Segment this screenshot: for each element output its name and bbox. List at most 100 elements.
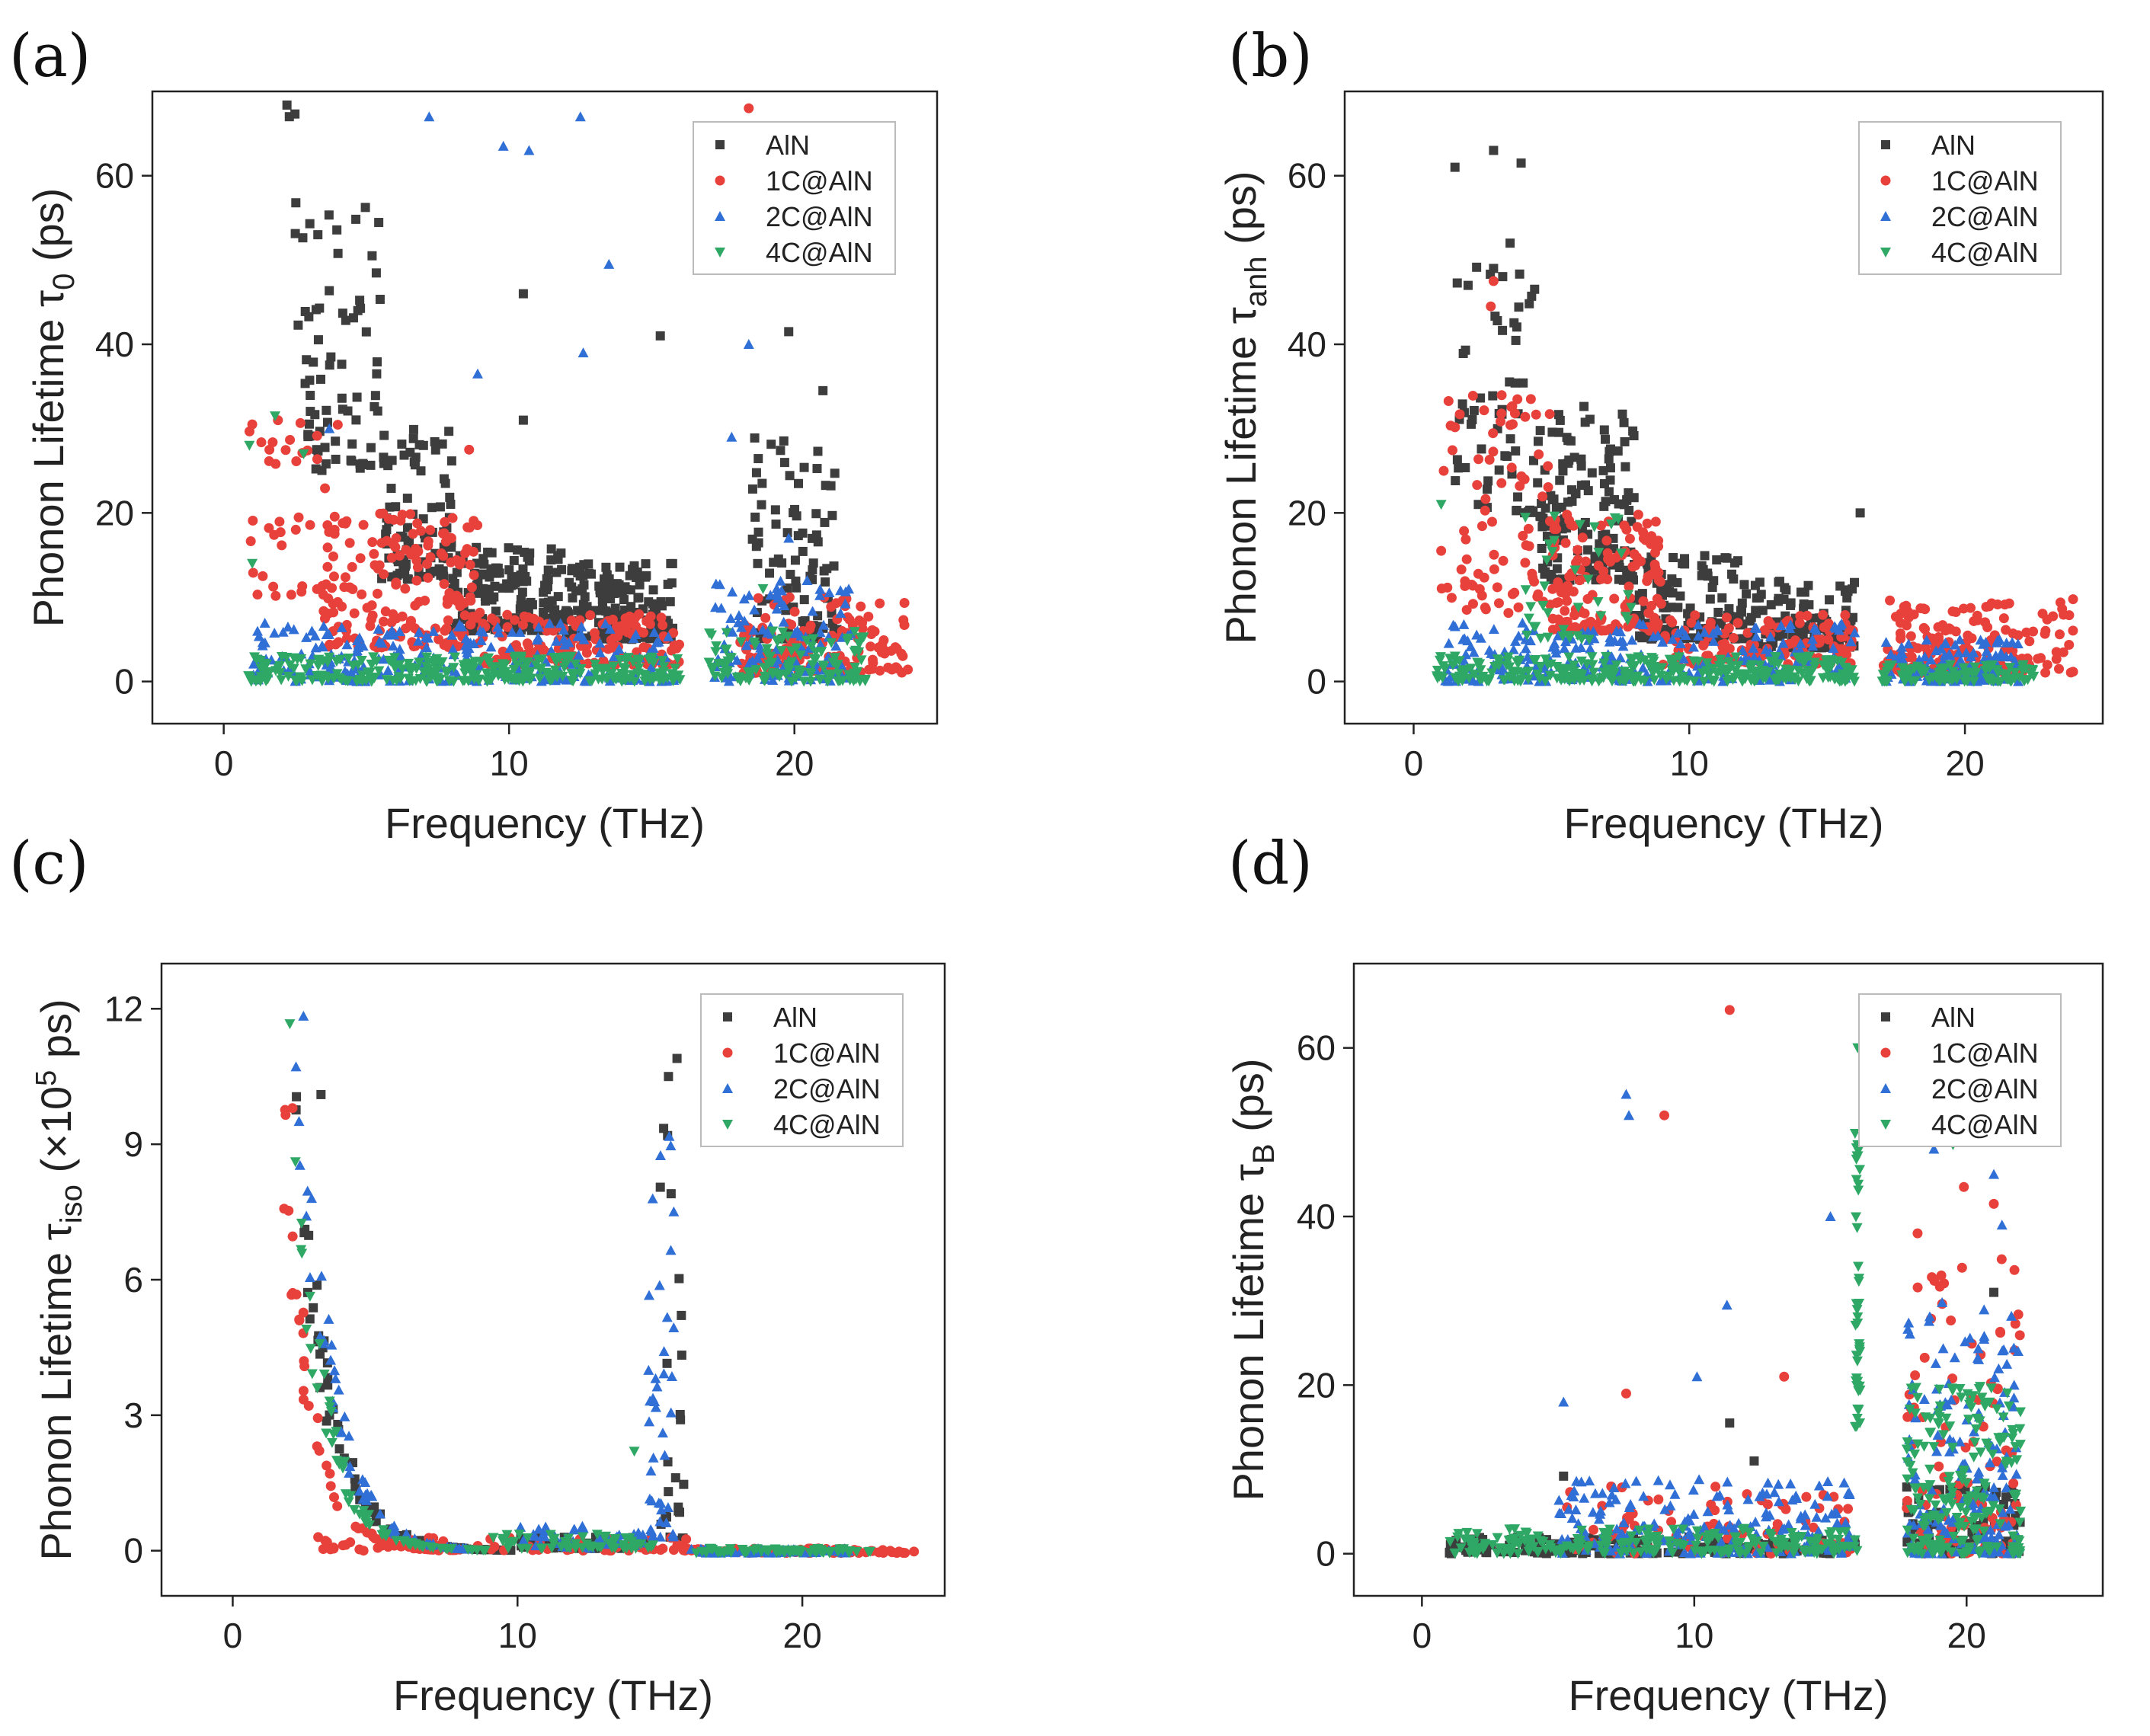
- data-point: [1760, 644, 1771, 654]
- data-point: [418, 440, 428, 450]
- data-point: [1614, 636, 1626, 647]
- data-point: [599, 1533, 610, 1543]
- data-point: [597, 674, 608, 685]
- data-point: [1619, 417, 1629, 427]
- data-point: [1748, 651, 1760, 662]
- data-point: [1668, 588, 1678, 598]
- data-point: [326, 1339, 338, 1350]
- data-point: [1500, 451, 1510, 461]
- data-point: [445, 492, 455, 502]
- data-point: [1506, 462, 1517, 473]
- data-point: [1643, 608, 1654, 619]
- data-point: [633, 593, 643, 603]
- data-point: [279, 1204, 290, 1214]
- data-point: [391, 580, 402, 590]
- data-point: [1599, 425, 1609, 435]
- data-point: [648, 627, 660, 638]
- data-point: [376, 538, 387, 548]
- data-point: [1672, 577, 1682, 587]
- data-point: [321, 1428, 332, 1439]
- data-point: [290, 229, 300, 238]
- data-point: [501, 1530, 513, 1540]
- data-point: [1940, 638, 1951, 648]
- y-tick-label: 0: [114, 662, 134, 702]
- series-4C@AlN: [243, 411, 871, 687]
- data-point: [312, 1280, 322, 1290]
- data-point: [337, 393, 347, 403]
- data-point: [1530, 284, 1540, 294]
- data-point: [1947, 667, 1959, 677]
- data-point: [518, 663, 530, 673]
- data-point: [1611, 660, 1622, 671]
- data-point: [1953, 670, 1964, 681]
- data-point: [475, 635, 487, 645]
- data-point: [298, 1010, 309, 1021]
- data-point: [1792, 652, 1803, 663]
- data-point: [606, 1543, 618, 1554]
- data-point: [321, 579, 331, 590]
- data-point: [753, 527, 763, 537]
- data-point: [533, 631, 544, 642]
- data-point: [771, 520, 781, 529]
- data-point: [865, 641, 876, 652]
- data-point: [1459, 526, 1470, 536]
- data-point: [1877, 670, 1889, 680]
- data-point: [849, 627, 860, 638]
- data-point: [353, 639, 364, 650]
- data-point: [876, 647, 887, 657]
- data-point: [1905, 676, 1917, 687]
- data-point: [1562, 616, 1573, 627]
- data-point: [373, 666, 385, 676]
- data-point: [1618, 575, 1628, 585]
- data-point: [674, 675, 686, 686]
- data-point: [306, 391, 315, 401]
- data-point: [412, 635, 424, 646]
- data-point: [302, 355, 312, 365]
- data-point: [760, 612, 771, 623]
- data-point: [792, 1545, 803, 1555]
- data-point: [474, 660, 485, 671]
- data-point: [1988, 676, 1999, 687]
- data-point: [1756, 590, 1766, 599]
- x-axis-title: Frequency (THz): [393, 1671, 713, 1719]
- data-point: [1489, 145, 1499, 155]
- data-point: [1517, 617, 1528, 628]
- data-point: [281, 652, 293, 663]
- data-point: [1804, 599, 1814, 609]
- data-point: [332, 596, 343, 607]
- data-point: [472, 520, 483, 530]
- data-point: [1822, 673, 1834, 683]
- data-point: [1558, 459, 1568, 468]
- data-point: [347, 456, 357, 466]
- data-point: [1514, 302, 1524, 312]
- data-point: [1534, 661, 1546, 672]
- data-point: [894, 1546, 904, 1557]
- data-point: [443, 615, 453, 625]
- data-point: [750, 433, 760, 443]
- data-point: [1882, 676, 1893, 686]
- data-point: [448, 663, 459, 673]
- data-point: [446, 532, 456, 543]
- data-point: [374, 218, 384, 228]
- data-point: [351, 214, 361, 224]
- data-point: [1999, 599, 2010, 610]
- data-point: [421, 631, 432, 642]
- data-point: [1692, 669, 1704, 679]
- data-point: [402, 494, 412, 504]
- data-point: [1496, 416, 1506, 427]
- data-point: [368, 1531, 379, 1542]
- data-point: [899, 597, 910, 608]
- data-point: [2051, 654, 2062, 664]
- data-point: [316, 640, 328, 651]
- data-point: [1532, 670, 1544, 680]
- data-point: [1469, 670, 1480, 680]
- legend-marker: [1881, 140, 1890, 149]
- data-point: [2004, 663, 2016, 673]
- data-point: [1533, 478, 1543, 488]
- data-point: [1457, 399, 1467, 409]
- data-point: [513, 545, 523, 555]
- data-point: [1620, 612, 1631, 622]
- data-point: [334, 1444, 344, 1454]
- data-point: [493, 670, 504, 680]
